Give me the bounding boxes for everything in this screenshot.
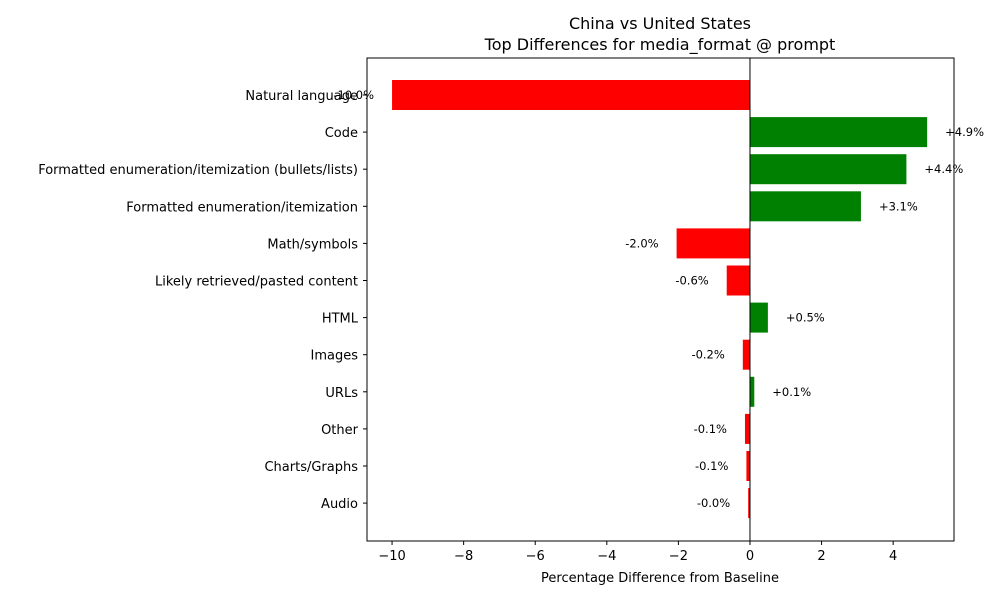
x-tick-label: −2	[669, 549, 688, 564]
bar	[392, 80, 750, 110]
y-ticks-layer: Natural language Code Formatted enumeratio…	[38, 89, 367, 512]
data-label: +4.9%	[945, 125, 984, 139]
chart-title: China vs United States	[569, 14, 751, 33]
data-label: -0.0%	[697, 496, 730, 510]
data-label: +3.1%	[879, 199, 918, 213]
data-label: -0.2%	[691, 348, 724, 362]
y-tick-label: URLs	[325, 386, 358, 401]
data-label: -2.0%	[625, 236, 658, 250]
bar	[744, 413, 750, 444]
y-tick-label: Formatted enumeration/itemization (bulle…	[38, 163, 358, 178]
x-tick-label: 2	[817, 549, 825, 564]
data-labels-layer: -10.0% +4.9% +4.4% +3.1% -2.0% -0.6% +0.5% -0.2…	[333, 88, 984, 510]
y-tick-label: Natural language	[245, 89, 358, 104]
y-tick-label: Charts/Graphs	[264, 460, 358, 475]
chart-subtitle: Top Differences for media_format @ promp…	[484, 35, 836, 55]
bar	[749, 117, 928, 148]
x-ticks-layer: −10 −8 −6 −4 −2 0 2 4	[378, 541, 897, 564]
y-tick-label: Likely retrieved/pasted content	[155, 275, 358, 290]
y-tick-label: HTML	[322, 312, 359, 327]
x-tick-label: 4	[889, 549, 897, 564]
data-label: -0.1%	[694, 422, 727, 436]
bar	[742, 339, 750, 370]
y-tick-label: Formatted enumeration/itemization	[126, 200, 358, 215]
bar	[746, 451, 750, 481]
x-tick-label: −8	[454, 549, 473, 564]
bar	[748, 488, 750, 519]
x-tick-label: 0	[746, 549, 754, 564]
data-label: +0.5%	[786, 311, 825, 325]
bar	[749, 302, 768, 333]
x-tick-label: −6	[526, 549, 545, 564]
x-tick-label: −4	[597, 549, 616, 564]
data-label: +0.1%	[772, 385, 811, 399]
bars-layer	[392, 80, 928, 519]
x-axis-label: Percentage Difference from Baseline	[541, 571, 779, 586]
bar	[749, 376, 755, 407]
data-label: -10.0%	[333, 88, 374, 102]
y-tick-label: Code	[325, 126, 358, 141]
bar	[749, 154, 907, 185]
bar	[726, 265, 750, 296]
x-tick-label: −10	[378, 549, 405, 564]
plot-frame	[366, 57, 955, 542]
bar	[676, 228, 750, 259]
data-label: -0.6%	[675, 274, 708, 288]
y-tick-label: Other	[321, 423, 359, 438]
y-tick-label: Images	[311, 349, 359, 364]
data-label: -0.1%	[695, 459, 728, 473]
y-tick-label: Audio	[321, 497, 358, 512]
y-tick-label: Math/symbols	[267, 237, 358, 252]
data-label: +4.4%	[924, 162, 963, 176]
bar	[749, 191, 861, 222]
